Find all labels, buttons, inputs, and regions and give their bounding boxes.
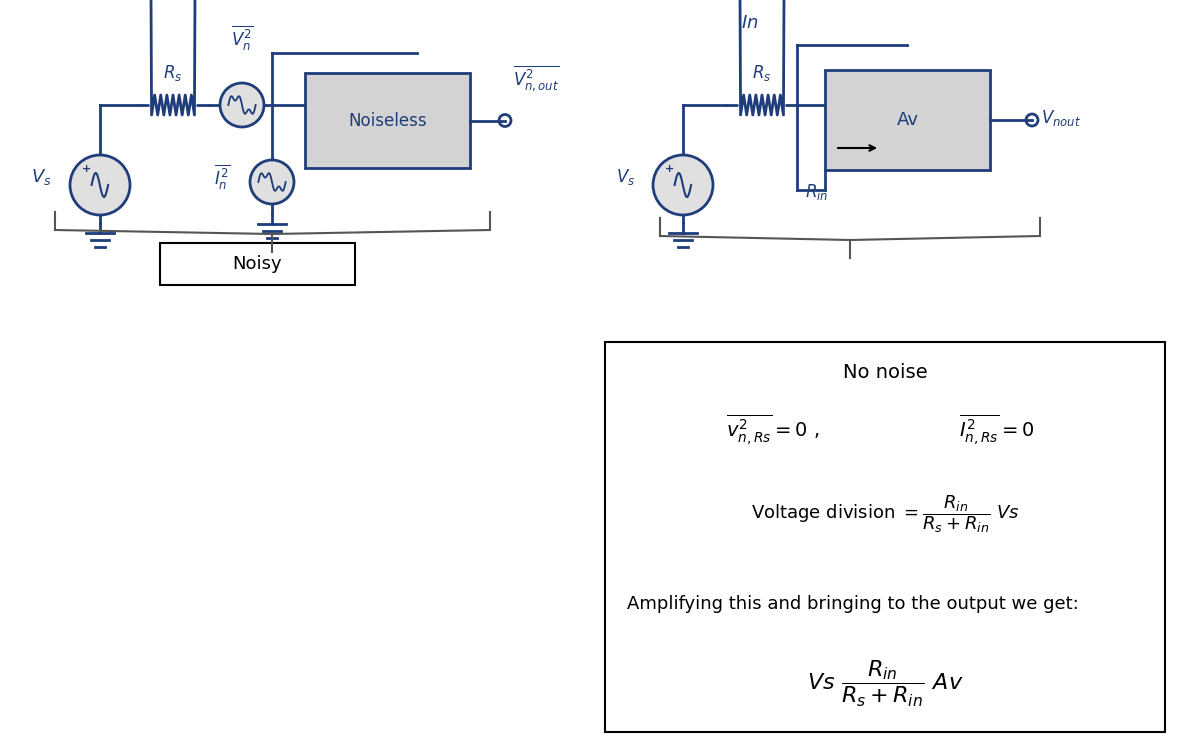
Bar <box>824 70 990 170</box>
Text: $\overline{I_n^2}$: $\overline{I_n^2}$ <box>214 163 230 191</box>
Text: $R_{in}$: $R_{in}$ <box>805 182 828 202</box>
Text: Av: Av <box>897 111 918 129</box>
Text: $V_s$: $V_s$ <box>31 167 52 187</box>
Text: Noisy: Noisy <box>233 255 283 273</box>
Text: +: + <box>665 164 674 173</box>
Text: No noise: No noise <box>842 362 928 382</box>
Circle shape <box>70 155 129 215</box>
Text: $\overline{v_{n,Rs}^2} = 0\ ,$: $\overline{v_{n,Rs}^2} = 0\ ,$ <box>726 413 820 448</box>
Text: $V_s$: $V_s$ <box>615 167 636 187</box>
Circle shape <box>249 160 293 204</box>
Bar <box>605 342 1165 732</box>
Bar <box>160 243 355 285</box>
Text: +: + <box>82 164 91 173</box>
Text: Amplifying this and bringing to the output we get:: Amplifying this and bringing to the outp… <box>627 595 1079 613</box>
Circle shape <box>653 155 713 215</box>
Text: $\overline{V_n^2}$: $\overline{V_n^2}$ <box>230 24 253 53</box>
Text: $R_s$: $R_s$ <box>163 63 183 83</box>
Text: $R_s$: $R_s$ <box>752 63 772 83</box>
Text: Noiseless: Noiseless <box>348 112 426 130</box>
Text: $\overline{V_{n,out}^2}$: $\overline{V_{n,out}^2}$ <box>513 63 560 92</box>
Circle shape <box>220 83 264 127</box>
Text: $In$: $In$ <box>741 14 759 32</box>
Text: $V_{nout}$: $V_{nout}$ <box>1041 108 1081 128</box>
Text: $\overline{I_{n,Rs}^2} = 0$: $\overline{I_{n,Rs}^2} = 0$ <box>959 413 1035 448</box>
Bar <box>305 73 470 168</box>
Text: Voltage division $= \dfrac{R_{in}}{R_s+R_{in}}\ Vs$: Voltage division $= \dfrac{R_{in}}{R_s+R… <box>751 494 1019 535</box>
Text: $Vs\ \dfrac{R_{in}}{R_s + R_{in}}\ Av$: $Vs\ \dfrac{R_{in}}{R_s + R_{in}}\ Av$ <box>807 659 963 709</box>
